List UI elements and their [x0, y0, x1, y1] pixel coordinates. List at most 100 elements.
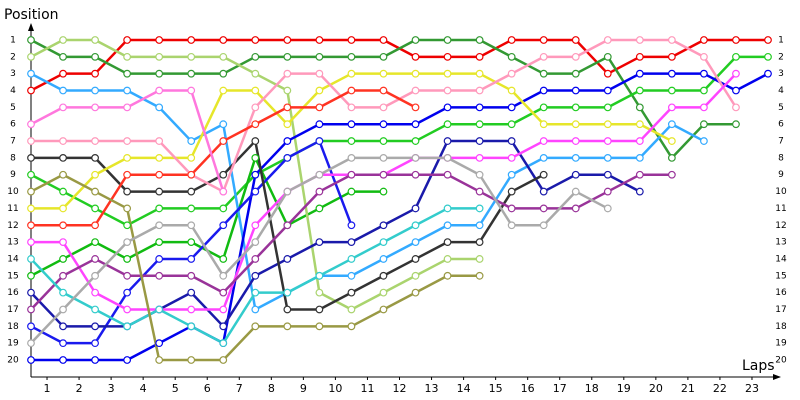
- lap-marker: [91, 271, 99, 280]
- lap-marker: [539, 36, 548, 44]
- lap-marker: [603, 204, 612, 213]
- lap-marker: [123, 221, 132, 230]
- lap-marker: [347, 255, 356, 263]
- lap-marker: [219, 137, 228, 145]
- lap-marker: [251, 271, 260, 280]
- lap-marker: [315, 288, 324, 297]
- lap-marker: [27, 52, 35, 61]
- lap-marker: [411, 221, 420, 230]
- lap-marker: [571, 52, 580, 61]
- lap-marker: [123, 36, 132, 44]
- y-tick-label-right: 1: [778, 36, 784, 46]
- y-tick-label-right: 5: [778, 103, 784, 113]
- lap-marker: [219, 120, 228, 129]
- x-tick-label: 12: [393, 382, 407, 395]
- x-tick-label: 7: [236, 382, 243, 395]
- lap-marker: [283, 52, 292, 61]
- lap-marker: [251, 322, 260, 331]
- lap-marker: [571, 103, 580, 112]
- lap-marker: [27, 322, 35, 331]
- lap-marker: [635, 69, 644, 78]
- lap-marker: [219, 271, 228, 280]
- y-tick-label-right: 10: [775, 187, 787, 197]
- lap-marker: [283, 305, 292, 314]
- lap-marker: [123, 322, 132, 331]
- lap-marker: [379, 238, 388, 247]
- lap-marker: [603, 69, 612, 78]
- lap-marker: [251, 86, 260, 95]
- lap-marker: [667, 170, 676, 179]
- lap-marker: [475, 271, 484, 280]
- lap-marker: [123, 69, 132, 78]
- y-tick-label: 3: [10, 69, 16, 79]
- lap-marker: [603, 103, 612, 112]
- x-tick-label: 21: [681, 382, 695, 395]
- lap-marker: [59, 271, 67, 280]
- lap-marker: [379, 255, 388, 263]
- y-tick-label: 6: [10, 120, 16, 130]
- lap-marker: [27, 356, 35, 364]
- lap-marker: [732, 120, 740, 129]
- lap-marker: [187, 69, 196, 78]
- lap-marker: [155, 305, 164, 314]
- y-tick-label-right: 19: [775, 339, 787, 349]
- lap-marker: [219, 36, 228, 44]
- lap-marker: [475, 69, 484, 78]
- lap-marker: [251, 103, 260, 112]
- lap-marker: [475, 52, 484, 61]
- lap-marker: [635, 170, 644, 179]
- lap-marker: [155, 103, 164, 112]
- lap-marker: [732, 103, 740, 112]
- lap-marker: [571, 153, 580, 162]
- lap-marker: [27, 187, 35, 196]
- lap-marker: [219, 255, 228, 263]
- lap-marker: [315, 52, 324, 61]
- lap-marker: [315, 238, 324, 247]
- lap-marker: [187, 52, 196, 61]
- y-tick-label-right: 18: [775, 322, 787, 332]
- lap-marker: [764, 52, 772, 61]
- lap-marker: [379, 36, 388, 44]
- lap-marker: [635, 36, 644, 44]
- lap-marker: [251, 305, 260, 314]
- lap-marker: [283, 36, 292, 44]
- lap-marker: [347, 36, 356, 44]
- lap-marker: [91, 305, 99, 314]
- lap-marker: [635, 120, 644, 129]
- lap-marker: [667, 36, 676, 44]
- lap-marker: [91, 204, 99, 213]
- lap-marker: [123, 204, 132, 213]
- lap-marker: [155, 52, 164, 61]
- lap-marker: [667, 69, 676, 78]
- x-tick-label: 11: [360, 382, 374, 395]
- lap-marker: [59, 339, 67, 348]
- lap-marker: [539, 170, 548, 179]
- lap-marker: [283, 221, 292, 230]
- y-tick-label-right: 4: [778, 86, 784, 96]
- lap-marker: [91, 238, 99, 247]
- lap-marker: [603, 153, 612, 162]
- lap-marker: [635, 86, 644, 95]
- y-tick-label: 5: [10, 103, 16, 113]
- lap-marker: [635, 52, 644, 61]
- x-tick-label: 14: [457, 382, 471, 395]
- lap-marker: [283, 137, 292, 145]
- lap-marker: [700, 69, 708, 78]
- lap-marker: [347, 221, 356, 230]
- lap-marker: [379, 187, 388, 196]
- y-tick-label: 18: [7, 322, 19, 332]
- lap-marker: [27, 339, 35, 348]
- lap-marker: [219, 170, 228, 179]
- lap-marker: [27, 137, 35, 145]
- lap-marker: [219, 86, 228, 95]
- y-tick-label-right: 3: [778, 69, 784, 79]
- lap-marker: [411, 52, 420, 61]
- lap-marker: [507, 187, 516, 196]
- lap-marker: [347, 86, 356, 95]
- lap-marker: [59, 153, 67, 162]
- lap-marker: [315, 69, 324, 78]
- lap-marker: [187, 322, 196, 331]
- lap-marker: [187, 137, 196, 145]
- lap-marker: [539, 137, 548, 145]
- lap-marker: [700, 103, 708, 112]
